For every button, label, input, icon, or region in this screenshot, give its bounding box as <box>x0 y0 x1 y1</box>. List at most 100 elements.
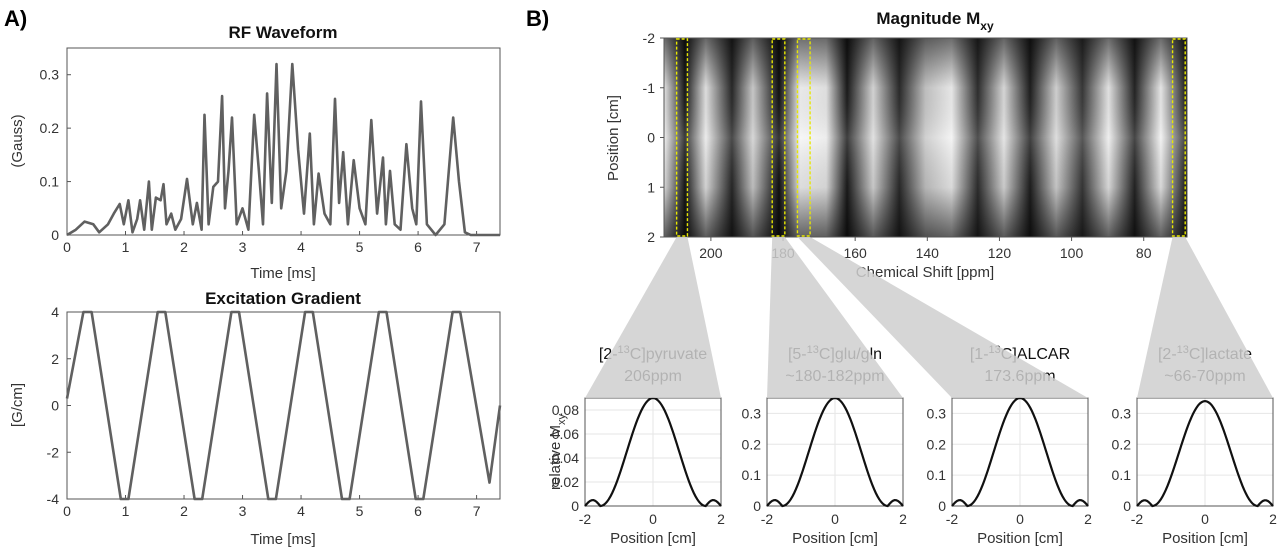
x-tick-label: 7 <box>473 239 481 255</box>
y-tick-label: 0.02 <box>552 474 579 490</box>
profile-ylabel: relative Mxy <box>547 413 568 490</box>
x-tick-label: 200 <box>699 245 723 261</box>
x-tick-label: 6 <box>414 503 422 519</box>
highlight-band <box>796 38 811 237</box>
highlight-band <box>771 38 786 237</box>
y-tick-label: 2 <box>647 229 655 245</box>
y-tick-label: 0 <box>647 130 655 146</box>
rf-xlabel: Time [ms] <box>250 265 315 282</box>
y-tick-label: -4 <box>47 491 60 507</box>
x-tick-label: -2 <box>946 511 959 527</box>
y-tick-label: 0.2 <box>927 436 947 452</box>
grad-xlabel: Time [ms] <box>250 531 315 548</box>
y-tick-label: 0.04 <box>552 450 579 466</box>
profile-xlabel: Position [cm] <box>1162 530 1248 547</box>
x-tick-label: 120 <box>988 245 1012 261</box>
y-tick-label: 0 <box>938 498 946 514</box>
heatmap-xlabel: Chemical Shift [ppm] <box>856 264 994 281</box>
y-tick-label: -1 <box>643 80 656 96</box>
ylabel-subscript: xy <box>556 413 568 425</box>
zoom-cone <box>797 237 1088 398</box>
y-tick-label: 2 <box>51 351 59 367</box>
y-tick-label: 0.3 <box>927 405 947 421</box>
rf-title: RF Waveform <box>229 23 338 42</box>
y-tick-label: 0 <box>51 398 59 414</box>
heatmap-ylabel: Position [cm] <box>605 95 622 181</box>
grad-ylabel: [G/cm] <box>9 383 26 427</box>
x-tick-label: 2 <box>180 503 188 519</box>
y-tick-label: 0.3 <box>1112 405 1132 421</box>
panel-label-b: B) <box>526 6 549 31</box>
x-tick-label: 5 <box>356 503 364 519</box>
y-tick-label: 0.2 <box>1112 436 1132 452</box>
y-tick-label: 0.3 <box>40 67 60 83</box>
series-line <box>66 62 500 237</box>
heatmap-title: Magnitude Mxy <box>876 9 994 33</box>
x-tick-label: 3 <box>239 239 247 255</box>
y-tick-label: 0.1 <box>927 467 947 483</box>
gradient-chart: Excitation Gradient Time [ms] [G/cm] 0 1 2… <box>9 289 502 548</box>
rf-ylabel: (Gauss) <box>9 114 26 167</box>
series-line <box>65 310 502 501</box>
y-tick-label: 0.06 <box>552 426 579 442</box>
y-tick-label: 1 <box>647 179 655 195</box>
rf-waveform-chart: RF Waveform Time [ms] (Gauss) 0 1 2 3 4 5 6 7 0 0… <box>9 23 501 282</box>
x-tick-label: 2 <box>899 511 907 527</box>
grad-title: Excitation Gradient <box>205 289 361 308</box>
x-tick-label: 6 <box>414 239 422 255</box>
profile-xlabel: Position [cm] <box>610 530 696 547</box>
x-tick-label: -2 <box>579 511 592 527</box>
x-tick-label: 7 <box>473 503 481 519</box>
profile-curve <box>1136 399 1274 508</box>
x-tick-label: 3 <box>239 503 247 519</box>
x-tick-label: 1 <box>122 503 130 519</box>
y-tick-label: 0.1 <box>1112 467 1132 483</box>
y-tick-label: 0.1 <box>742 467 762 483</box>
x-tick-label: 0 <box>1016 511 1024 527</box>
x-tick-label: 1 <box>122 239 130 255</box>
x-tick-label: 80 <box>1136 245 1152 261</box>
y-tick-label: -2 <box>643 30 656 46</box>
highlight-band <box>1171 38 1186 237</box>
x-tick-label: 160 <box>843 245 867 261</box>
x-tick-label: 5 <box>356 239 364 255</box>
magnitude-heatmap: Magnitude Mxy Chemical Shift [ppm] Posit… <box>605 9 1188 281</box>
y-tick-label: 0 <box>753 498 761 514</box>
y-tick-label: 0.3 <box>742 405 762 421</box>
x-tick-label: -2 <box>761 511 774 527</box>
heatmap-shading <box>664 38 1187 237</box>
x-tick-label: 4 <box>297 503 305 519</box>
x-tick-label: 4 <box>297 239 305 255</box>
rf-axes-box <box>66 47 501 236</box>
panel-label-a: A) <box>4 6 27 31</box>
y-tick-label: 0.2 <box>742 436 762 452</box>
y-tick-label: 0.08 <box>552 402 579 418</box>
y-tick-label: 0 <box>51 227 59 243</box>
y-tick-label: -2 <box>47 444 60 460</box>
y-tick-label: 0 <box>571 498 579 514</box>
x-tick-label: 0 <box>1201 511 1209 527</box>
zoom-cone <box>767 237 903 398</box>
x-tick-label: 0 <box>649 511 657 527</box>
x-tick-label: 2 <box>180 239 188 255</box>
x-tick-label: -2 <box>1131 511 1144 527</box>
x-tick-label: 0 <box>63 503 71 519</box>
y-tick-label: 4 <box>51 304 59 320</box>
x-tick-label: 0 <box>831 511 839 527</box>
x-tick-label: 100 <box>1060 245 1084 261</box>
profile-xlabel: Position [cm] <box>977 530 1063 547</box>
y-tick-label: 0.1 <box>40 174 60 190</box>
x-tick-label: 140 <box>916 245 940 261</box>
ylabel-text: relative M <box>547 425 564 490</box>
x-tick-label: 0 <box>63 239 71 255</box>
x-tick-label: 2 <box>1269 511 1277 527</box>
x-tick-label: 2 <box>717 511 725 527</box>
y-tick-label: 0.2 <box>40 120 60 136</box>
zoom-cone <box>585 237 721 398</box>
zoom-cone <box>1137 237 1273 398</box>
y-tick-label: 0 <box>1123 498 1131 514</box>
highlight-band <box>675 38 689 237</box>
x-tick-label: 2 <box>1084 511 1092 527</box>
